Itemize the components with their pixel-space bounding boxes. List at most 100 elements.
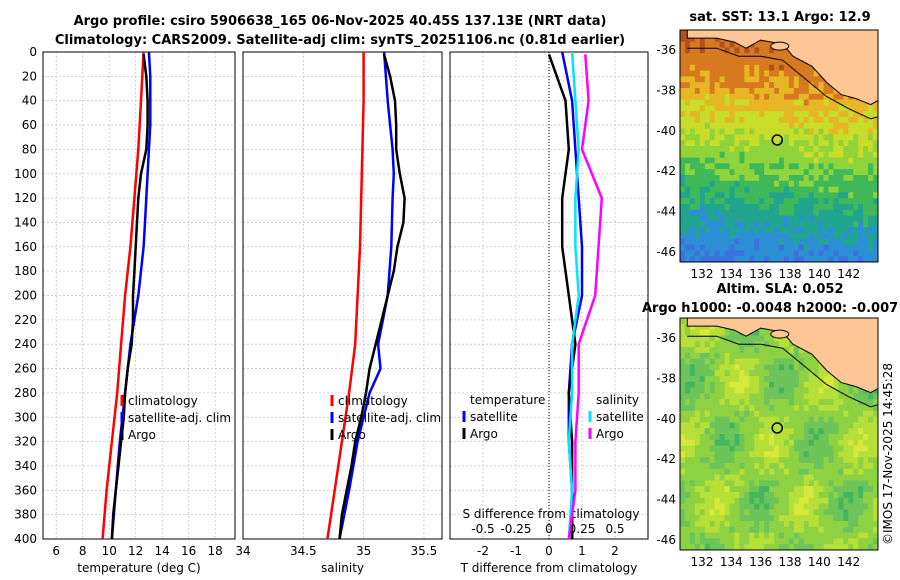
map-cell (803, 175, 810, 182)
map-cell (833, 492, 839, 499)
map-cell (764, 474, 770, 481)
map-cell (873, 209, 879, 217)
map-cell (699, 329, 706, 336)
map-cell (754, 47, 760, 54)
map-cell (808, 457, 815, 464)
map-cell (783, 468, 790, 476)
map-cell (754, 526, 760, 534)
map-cell (808, 445, 815, 452)
map-cell (734, 399, 740, 406)
map-cell (694, 439, 701, 447)
map-cell (754, 434, 760, 441)
map-cell (749, 180, 755, 188)
map-cell (838, 434, 844, 441)
map-cell (734, 41, 740, 48)
map-cell (798, 250, 805, 257)
map-cell (769, 88, 775, 95)
map-cell (689, 47, 696, 54)
map-cell (724, 486, 730, 493)
map-cell (838, 515, 844, 522)
map-cell (704, 370, 711, 377)
map-cell (739, 209, 745, 217)
map-cell (689, 352, 696, 360)
map-cell (783, 532, 790, 539)
map-cell (744, 515, 750, 522)
map-cell (813, 422, 820, 429)
map-cell (843, 416, 849, 423)
map-cell (680, 381, 686, 389)
map-cell (868, 480, 874, 487)
map-cell (823, 175, 829, 182)
y-tick-label: 220 (14, 313, 37, 327)
map-cell (739, 198, 745, 205)
map-cell (848, 445, 854, 452)
map-cell (813, 358, 820, 365)
map-cell (818, 376, 825, 383)
map-cell (729, 492, 735, 499)
map-cell (694, 515, 701, 522)
map-cell (848, 215, 854, 222)
map-cell (734, 445, 740, 452)
y-tick-label: 200 (14, 289, 37, 303)
map-cell (818, 532, 825, 539)
map-cell (868, 221, 874, 228)
map-cell (818, 486, 825, 493)
map-cell (793, 347, 800, 354)
map-cell (754, 532, 760, 539)
map-cell (823, 163, 829, 170)
map-cell (873, 146, 879, 153)
map-cell (699, 387, 706, 394)
map-cell (853, 416, 859, 423)
map-cell (848, 209, 854, 217)
map-cell (803, 387, 810, 394)
map-cell (684, 445, 691, 452)
map-cell (798, 410, 805, 418)
map-cell (848, 405, 854, 412)
map-cell (759, 468, 765, 476)
map-cell (764, 204, 770, 211)
map-cell (788, 376, 795, 383)
map-cell (714, 358, 721, 365)
map-cell (798, 428, 805, 435)
map-cell (749, 134, 755, 141)
map-cell (749, 186, 755, 193)
map-cell (779, 341, 785, 348)
map-cell (749, 463, 755, 470)
map-cell (848, 544, 854, 551)
map-cell (754, 370, 760, 377)
legend-label: climatology (128, 394, 198, 408)
map-cell (704, 186, 711, 193)
map-cell (808, 157, 815, 164)
map-cell (694, 99, 701, 106)
map-cell (858, 492, 864, 499)
map-cell (719, 364, 726, 371)
map-cell (853, 515, 859, 522)
map-cell (734, 198, 740, 205)
map-cell (749, 192, 755, 199)
map-cell (734, 341, 740, 348)
map-cell (724, 521, 730, 528)
map-cell (759, 503, 765, 510)
map-cell (724, 128, 730, 135)
map-cell (843, 474, 849, 481)
map-cell (868, 457, 874, 464)
map-cell (783, 457, 790, 464)
map-cell (759, 422, 765, 429)
map-cell (749, 146, 755, 153)
map-cell (803, 256, 810, 263)
map-cell (714, 347, 721, 354)
map-cell (853, 532, 859, 539)
map-cell (689, 451, 696, 458)
map-cell (714, 117, 721, 124)
map-cell (783, 486, 790, 493)
map-cell (684, 151, 691, 159)
map-cell (754, 405, 760, 412)
map-cell (764, 538, 770, 545)
map-cell (694, 221, 701, 228)
map-cell (858, 151, 864, 159)
map-cell (774, 59, 780, 66)
map-cell (858, 134, 864, 141)
map-cell (749, 405, 755, 412)
map-cell (813, 364, 820, 371)
map-cell (764, 209, 770, 217)
